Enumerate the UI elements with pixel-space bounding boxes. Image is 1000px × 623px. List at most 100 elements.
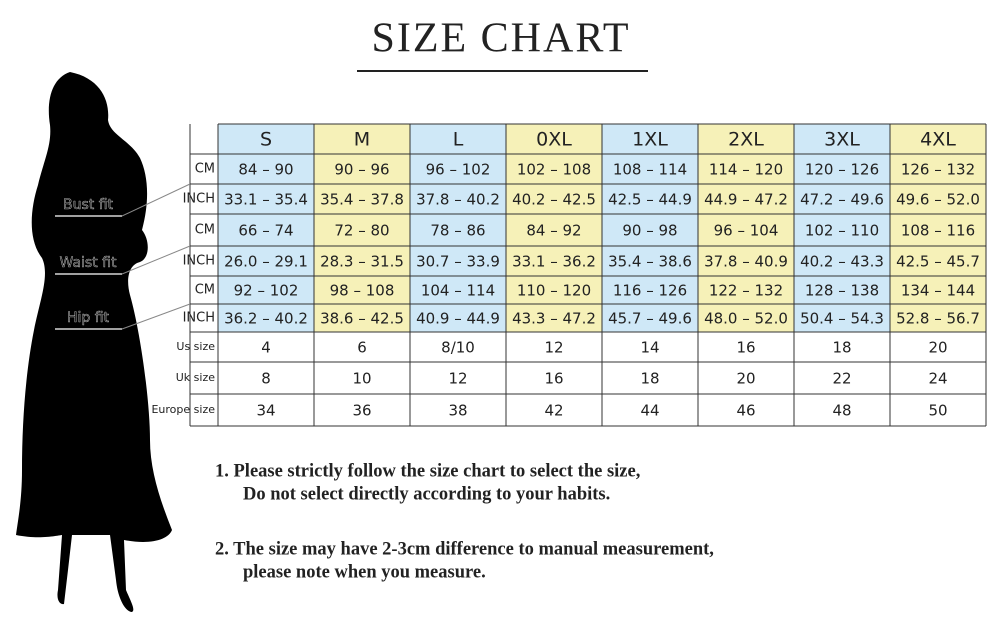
cell <box>602 246 698 276</box>
cell <box>410 154 506 184</box>
cell <box>794 304 890 332</box>
cell-value: 126 – 132 <box>901 161 975 179</box>
header-cell <box>410 124 506 154</box>
cell <box>410 246 506 276</box>
cell-value: 37.8 – 40.9 <box>704 253 788 271</box>
cell <box>602 154 698 184</box>
cell-value: 20 <box>736 370 755 388</box>
unit-label: CM <box>195 162 215 177</box>
cell-value: 116 – 126 <box>613 282 687 300</box>
cell <box>890 214 986 246</box>
cell <box>794 214 890 246</box>
cell-value: 114 – 120 <box>709 161 783 179</box>
cell-value: 16 <box>736 339 755 357</box>
fit-line <box>121 245 191 275</box>
header-cell <box>794 124 890 154</box>
cell <box>218 214 314 246</box>
cell-value: 8 <box>261 370 271 388</box>
fit-label: Hip fit <box>67 310 110 326</box>
cell-value: 22 <box>832 370 851 388</box>
header-cell <box>506 124 602 154</box>
note-line: 1. Please strictly follow the size chart… <box>215 461 640 481</box>
title: SIZE CHART <box>372 16 631 62</box>
cell-value: 42.5 – 44.9 <box>608 191 692 209</box>
cell-value: 90 – 98 <box>622 222 677 240</box>
cell <box>410 304 506 332</box>
header-cell <box>698 124 794 154</box>
cell-value: 108 – 116 <box>901 222 975 240</box>
cell <box>890 154 986 184</box>
size-header: S <box>260 129 272 151</box>
cell <box>218 246 314 276</box>
cell <box>506 184 602 214</box>
cell-value: 38 <box>448 402 467 420</box>
cell-value: 33.1 – 35.4 <box>224 191 308 209</box>
note-line: 2. The size may have 2-3cm difference to… <box>215 539 714 559</box>
cell-value: 104 – 114 <box>421 282 495 300</box>
cell-value: 120 – 126 <box>805 161 879 179</box>
cell <box>890 184 986 214</box>
unit-label: INCH <box>183 192 215 207</box>
cell-value: 84 – 90 <box>238 161 293 179</box>
cell <box>602 276 698 304</box>
cell <box>314 184 410 214</box>
header-cell <box>218 124 314 154</box>
cell <box>698 246 794 276</box>
cell-value: 12 <box>448 370 467 388</box>
cell <box>314 246 410 276</box>
cell-value: 46 <box>736 402 755 420</box>
cell-value: 18 <box>640 370 659 388</box>
cell-value: 34 <box>256 402 275 420</box>
cell <box>506 246 602 276</box>
cell <box>794 246 890 276</box>
cell-value: 50.4 – 54.3 <box>800 310 884 328</box>
unit-label: Europe size <box>151 403 215 416</box>
cell-value: 84 – 92 <box>526 222 581 240</box>
cell <box>314 304 410 332</box>
cell-value: 48.0 – 52.0 <box>704 310 788 328</box>
fit-label: Bust fit <box>63 197 114 213</box>
fit-line <box>121 303 191 330</box>
cell-value: 122 – 132 <box>709 282 783 300</box>
cell <box>218 304 314 332</box>
cell <box>698 214 794 246</box>
cell <box>698 184 794 214</box>
unit-label: INCH <box>183 311 215 326</box>
cell <box>794 276 890 304</box>
cell-value: 4 <box>261 339 271 357</box>
cell <box>218 154 314 184</box>
cell-value: 108 – 114 <box>613 161 687 179</box>
cell-value: 6 <box>357 339 367 357</box>
cell <box>218 184 314 214</box>
cell <box>890 276 986 304</box>
cell <box>314 154 410 184</box>
cell <box>698 154 794 184</box>
cell-value: 50 <box>928 402 947 420</box>
cell <box>698 304 794 332</box>
cell-value: 42.5 – 45.7 <box>896 253 980 271</box>
cell <box>506 276 602 304</box>
note-line: Do not select directly according to your… <box>243 484 610 504</box>
cell-value: 52.8 – 56.7 <box>896 310 980 328</box>
cell-value: 92 – 102 <box>234 282 299 300</box>
cell <box>794 154 890 184</box>
cell-value: 98 – 108 <box>330 282 395 300</box>
silhouette <box>16 72 172 612</box>
size-header: 3XL <box>824 129 860 151</box>
cell-value: 102 – 110 <box>805 222 879 240</box>
cell-value: 33.1 – 36.2 <box>512 253 596 271</box>
size-header: M <box>354 129 370 151</box>
cell-value: 8/10 <box>441 339 475 357</box>
fit-line <box>121 183 191 217</box>
cell-value: 24 <box>928 370 947 388</box>
size-header: 4XL <box>920 129 956 151</box>
size-header: 0XL <box>536 129 572 151</box>
cell <box>794 184 890 214</box>
cell-value: 26.0 – 29.1 <box>224 253 308 271</box>
cell-value: 44 <box>640 402 659 420</box>
cell-value: 40.2 – 42.5 <box>512 191 596 209</box>
cell-value: 110 – 120 <box>517 282 591 300</box>
cell-value: 102 – 108 <box>517 161 591 179</box>
cell-value: 42 <box>544 402 563 420</box>
cell-value: 37.8 – 40.2 <box>416 191 500 209</box>
